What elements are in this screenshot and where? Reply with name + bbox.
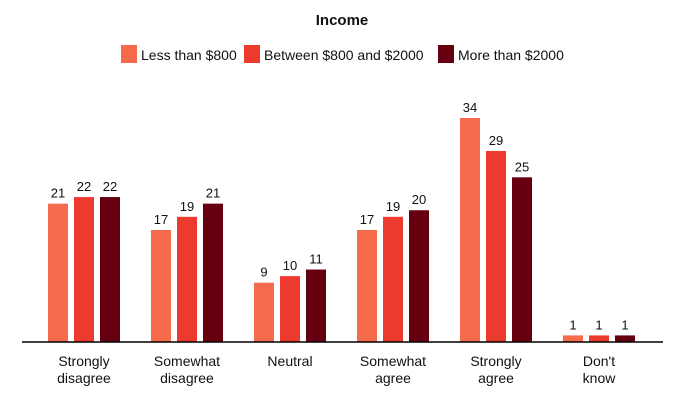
bar-somewhat-agree-less-than-800 — [357, 230, 377, 342]
bar-neutral-between-800-and-2000 — [280, 276, 300, 342]
bar-don-t-know-more-than-2000 — [615, 335, 635, 342]
legend-label-less-than-800: Less than $800 — [141, 47, 237, 63]
bar-strongly-disagree-between-800-and-2000 — [74, 197, 94, 342]
legend-swatch-between-800-and-2000 — [244, 45, 260, 63]
legend-label-more-than-2000: More than $2000 — [458, 47, 564, 63]
bar-neutral-more-than-2000 — [306, 269, 326, 342]
bar-somewhat-disagree-more-than-2000 — [203, 203, 223, 342]
bar-strongly-disagree-less-than-800 — [48, 203, 68, 342]
data-label: 21 — [206, 186, 220, 201]
bar-somewhat-agree-more-than-2000 — [409, 210, 429, 342]
legend-swatch-more-than-2000 — [438, 45, 454, 63]
data-label: 10 — [283, 258, 297, 273]
data-label: 34 — [463, 100, 477, 115]
chart-title: Income — [316, 12, 369, 29]
data-label: 25 — [515, 159, 529, 174]
legend-label-between-800-and-2000: Between $800 and $2000 — [264, 47, 424, 63]
category-label: agree — [375, 370, 411, 386]
bar-don-t-know-less-than-800 — [563, 335, 583, 342]
category-label: disagree — [57, 370, 111, 386]
bar-strongly-agree-less-than-800 — [460, 118, 480, 342]
data-label: 22 — [103, 179, 117, 194]
data-label: 21 — [51, 186, 65, 201]
bar-neutral-less-than-800 — [254, 282, 274, 342]
bar-somewhat-disagree-less-than-800 — [151, 230, 171, 342]
bar-somewhat-disagree-between-800-and-2000 — [177, 216, 197, 342]
legend-swatch-less-than-800 — [121, 45, 137, 63]
data-label: 19 — [180, 199, 194, 214]
category-label: Neutral — [267, 353, 312, 369]
data-label: 20 — [412, 192, 426, 207]
data-label: 1 — [621, 317, 628, 332]
legend: Less than $800 Between $800 and $2000 More… — [121, 45, 564, 63]
bar-strongly-agree-more-than-2000 — [512, 177, 532, 342]
bar-strongly-agree-between-800-and-2000 — [486, 150, 506, 342]
data-label: 29 — [489, 133, 503, 148]
data-label: 1 — [569, 317, 576, 332]
category-label: Strongly — [58, 353, 109, 369]
data-label: 17 — [154, 212, 168, 227]
bar-somewhat-agree-between-800-and-2000 — [383, 216, 403, 342]
data-label: 1 — [595, 317, 602, 332]
category-label: agree — [478, 370, 514, 386]
category-label: Somewhat — [360, 353, 426, 369]
category-label: disagree — [160, 370, 214, 386]
data-label: 22 — [77, 179, 91, 194]
data-label: 19 — [386, 199, 400, 214]
bar-don-t-know-between-800-and-2000 — [589, 335, 609, 342]
category-label: Don't — [583, 353, 615, 369]
data-label: 9 — [260, 265, 267, 280]
data-label: 17 — [360, 212, 374, 227]
data-label: 11 — [309, 252, 323, 267]
category-label: Somewhat — [154, 353, 220, 369]
bar-strongly-disagree-more-than-2000 — [100, 197, 120, 342]
category-label: know — [583, 370, 617, 386]
category-label: Strongly — [470, 353, 521, 369]
